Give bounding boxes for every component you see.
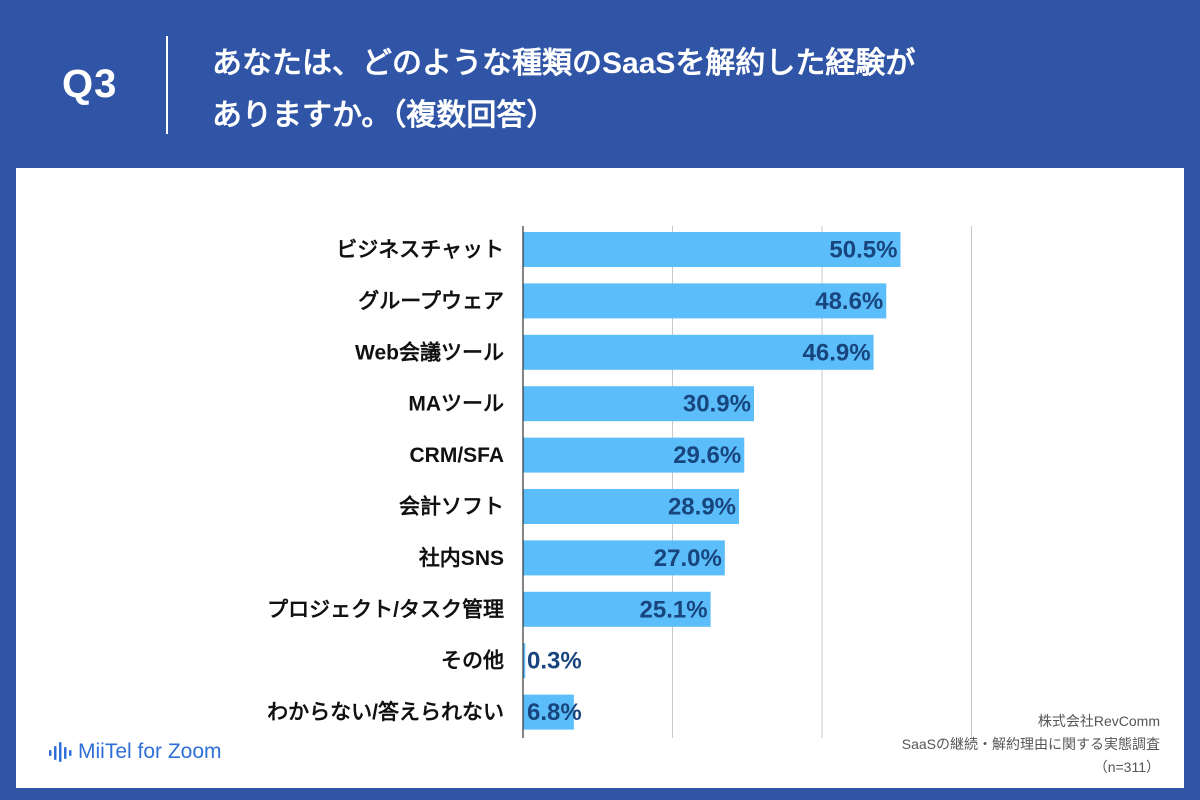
source-company: 株式会社RevComm: [1037, 713, 1160, 729]
bar-chart: ビジネスチャット 50.5% グループウェア 48.6% Web会議ツール 46.9% MA…: [267, 226, 972, 738]
value-label-5: 28.9%: [668, 494, 736, 521]
bar-0: [523, 232, 901, 267]
bar-6: [523, 540, 725, 576]
source-note: 株式会社RevComm SaaSの継続・解約理由に関する実態調査 （n=311）: [902, 710, 1160, 779]
bar-7: [523, 591, 711, 627]
miitel-logo: MiiTel for Zoom: [48, 740, 222, 764]
logo-text: MiiTel for Zoom: [78, 740, 222, 763]
category-label-4: CRM/SFA: [410, 444, 505, 467]
bar-5: [523, 489, 740, 524]
value-label-7: 25.1%: [640, 596, 708, 623]
value-label-1: 48.6%: [815, 288, 883, 315]
value-label-3: 30.9%: [683, 391, 751, 418]
value-label-6: 27.0%: [654, 545, 722, 572]
category-label-2: Web会議ツール: [355, 340, 504, 364]
value-label-4: 29.6%: [673, 442, 741, 469]
bar-4: [523, 437, 745, 473]
question-line-1: あなたは、どのような種類のSaaSを解約した経験が: [212, 47, 916, 80]
bar-8: [523, 643, 526, 679]
category-label-5: 会計ソフト: [399, 495, 504, 519]
header: Q3 あなたは、どのような種類のSaaSを解約した経験が ありますか。（複数回答…: [0, 0, 1200, 168]
category-label-1: グループウェア: [358, 289, 504, 313]
header-divider: [166, 36, 168, 134]
category-label-0: ビジネスチャット: [336, 239, 504, 262]
category-label-6: 社内SNS: [418, 546, 504, 570]
chart-panel: ビジネスチャット 50.5% グループウェア 48.6% Web会議ツール 46.9% MA…: [16, 168, 1184, 788]
question-line-2: ありますか。（複数回答）: [212, 99, 557, 132]
value-label-2: 46.9%: [803, 339, 871, 366]
category-label-7: プロジェクト/タスク管理: [267, 597, 504, 621]
value-label-0: 50.5%: [829, 237, 897, 264]
question-number: Q3: [62, 62, 118, 106]
category-label-8: その他: [441, 650, 504, 673]
question-title: あなたは、どのような種類のSaaSを解約した経験が ありますか。（複数回答）: [212, 38, 1112, 142]
bar-1: [523, 283, 887, 319]
category-label-9: わからない/答えられない: [267, 700, 504, 724]
source-survey: SaaSの継続・解約理由に関する実態調査: [901, 736, 1160, 752]
source-sample-size: （n=311）: [1093, 759, 1160, 775]
bar-2: [523, 334, 874, 370]
bar-9: [523, 694, 574, 730]
category-label-3: MAツール: [408, 393, 504, 416]
value-label-9: 6.8%: [527, 699, 582, 726]
value-label-8: 0.3%: [527, 648, 582, 675]
sound-wave-icon: [49, 742, 72, 762]
bar-3: [523, 386, 754, 422]
